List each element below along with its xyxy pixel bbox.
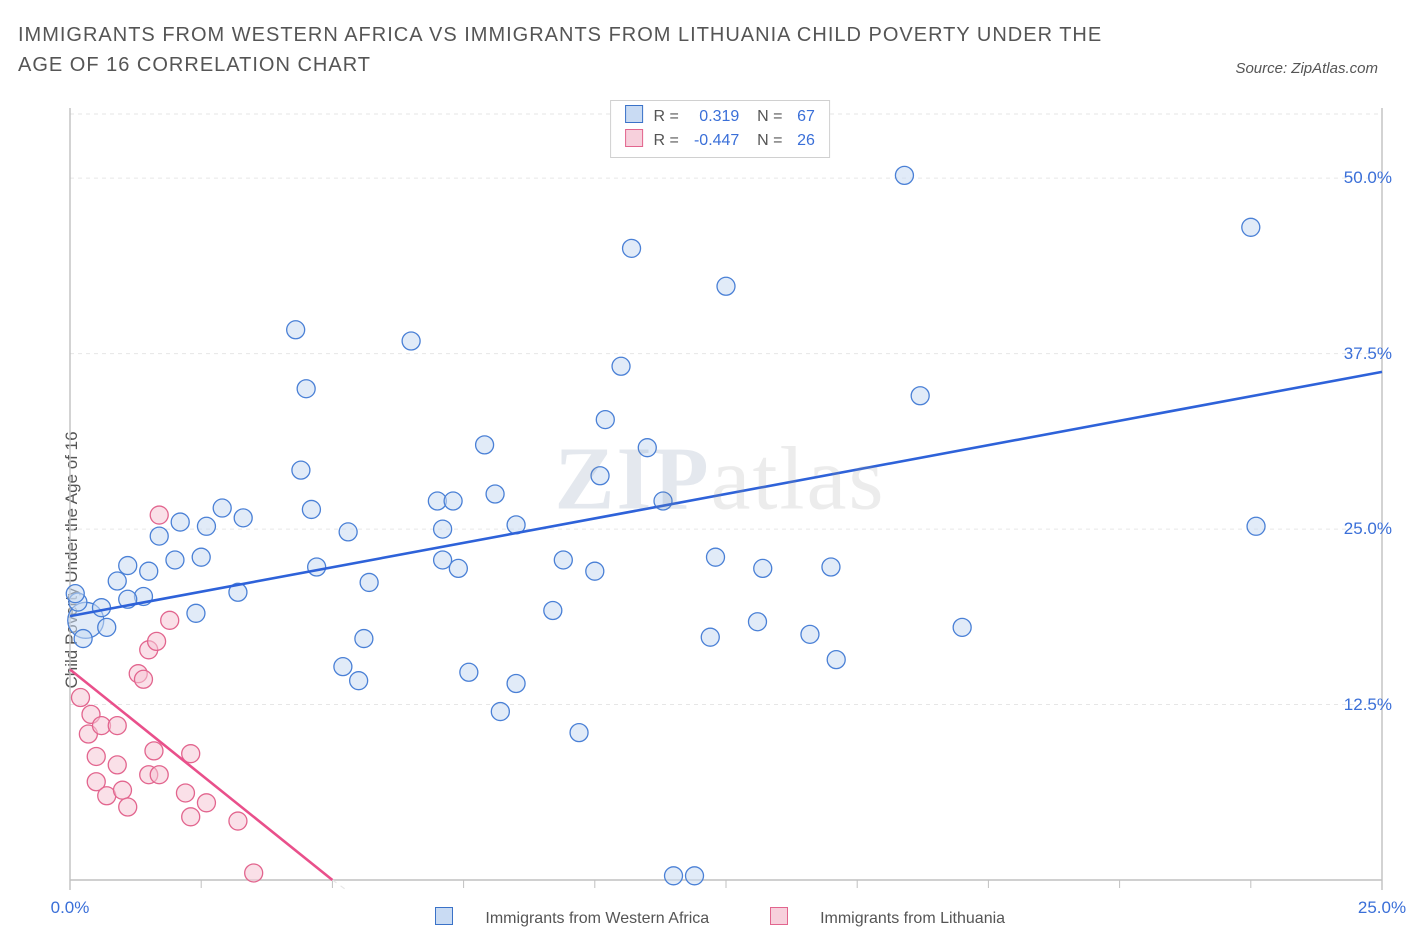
legend-swatch-blue-2 xyxy=(435,907,453,925)
legend-row-blue: R = 0.319 N = 67 xyxy=(625,105,815,129)
legend-n-label-0: N = xyxy=(757,108,782,125)
legend-swatch-pink-2 xyxy=(770,907,788,925)
legend-stats: R = 0.319 N = 67 R = -0.447 N = 26 xyxy=(610,100,830,158)
legend-row-pink: R = -0.447 N = 26 xyxy=(625,129,815,153)
legend-r-label-1: R = xyxy=(654,132,679,149)
legend-r-label-0: R = xyxy=(654,108,679,125)
legend-series-pink-label: Immigrants from Lithuania xyxy=(820,910,1005,927)
legend-r-value-0: 0.319 xyxy=(683,105,739,129)
legend-r-value-1: -0.447 xyxy=(683,129,739,153)
ytick-label-3: 50.0% xyxy=(1344,168,1392,188)
legend-swatch-blue xyxy=(625,105,643,123)
scatter-svg xyxy=(50,100,1390,890)
legend-n-value-1: 26 xyxy=(787,129,815,153)
ytick-label-0: 12.5% xyxy=(1344,695,1392,715)
legend-swatch-pink xyxy=(625,129,643,147)
legend-series-pink: Immigrants from Lithuania xyxy=(756,910,1019,927)
ytick-label-2: 37.5% xyxy=(1344,344,1392,364)
ytick-label-1: 25.0% xyxy=(1344,519,1392,539)
chart-source: Source: ZipAtlas.com xyxy=(1235,60,1378,77)
chart-title: IMMIGRANTS FROM WESTERN AFRICA VS IMMIGR… xyxy=(18,20,1106,80)
plot-area: Child Poverty Under the Age of 16 ZIPatl… xyxy=(50,100,1390,890)
legend-n-value-0: 67 xyxy=(787,105,815,129)
legend-series-blue: Immigrants from Western Africa xyxy=(421,910,728,927)
chart-container: IMMIGRANTS FROM WESTERN AFRICA VS IMMIGR… xyxy=(0,0,1406,930)
legend-n-label-1: N = xyxy=(757,132,782,149)
legend-series: Immigrants from Western Africa Immigrant… xyxy=(50,907,1390,928)
legend-series-blue-label: Immigrants from Western Africa xyxy=(485,910,709,927)
